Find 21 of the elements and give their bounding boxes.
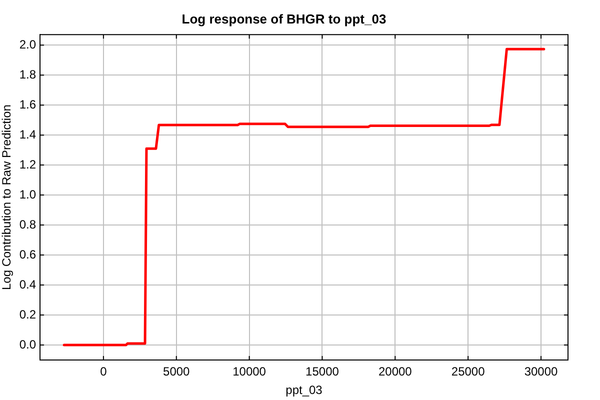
x-tick-label: 10000 xyxy=(232,364,266,379)
x-tick-label: 30000 xyxy=(524,364,558,379)
y-tick-label: 0.2 xyxy=(19,307,36,322)
x-tick-label: 25000 xyxy=(451,364,486,379)
y-tick-label: 1.8 xyxy=(19,67,36,82)
y-tick-label: 0.0 xyxy=(19,337,36,352)
x-tick-label: 20000 xyxy=(378,364,412,379)
x-tick-label: 5000 xyxy=(163,364,190,379)
y-tick-label: 1.6 xyxy=(19,97,36,112)
chart-title: Log response of BHGR to ppt_03 xyxy=(182,11,386,26)
x-axis-title: ppt_03 xyxy=(286,383,323,398)
x-tick-label: 15000 xyxy=(306,364,340,379)
y-axis-title: Log Contribution to Raw Prediction xyxy=(0,104,14,290)
x-tick-label: 0 xyxy=(100,364,108,379)
y-tick-label: 1.4 xyxy=(19,127,36,142)
y-tick-label: 1.2 xyxy=(19,157,36,172)
y-tick-label: 2.0 xyxy=(19,37,36,52)
y-tick-label: 0.4 xyxy=(19,277,36,292)
y-tick-label: 0.6 xyxy=(19,247,36,262)
y-tick-label: 0.8 xyxy=(19,217,36,232)
y-tick-label: 1.0 xyxy=(19,187,36,202)
